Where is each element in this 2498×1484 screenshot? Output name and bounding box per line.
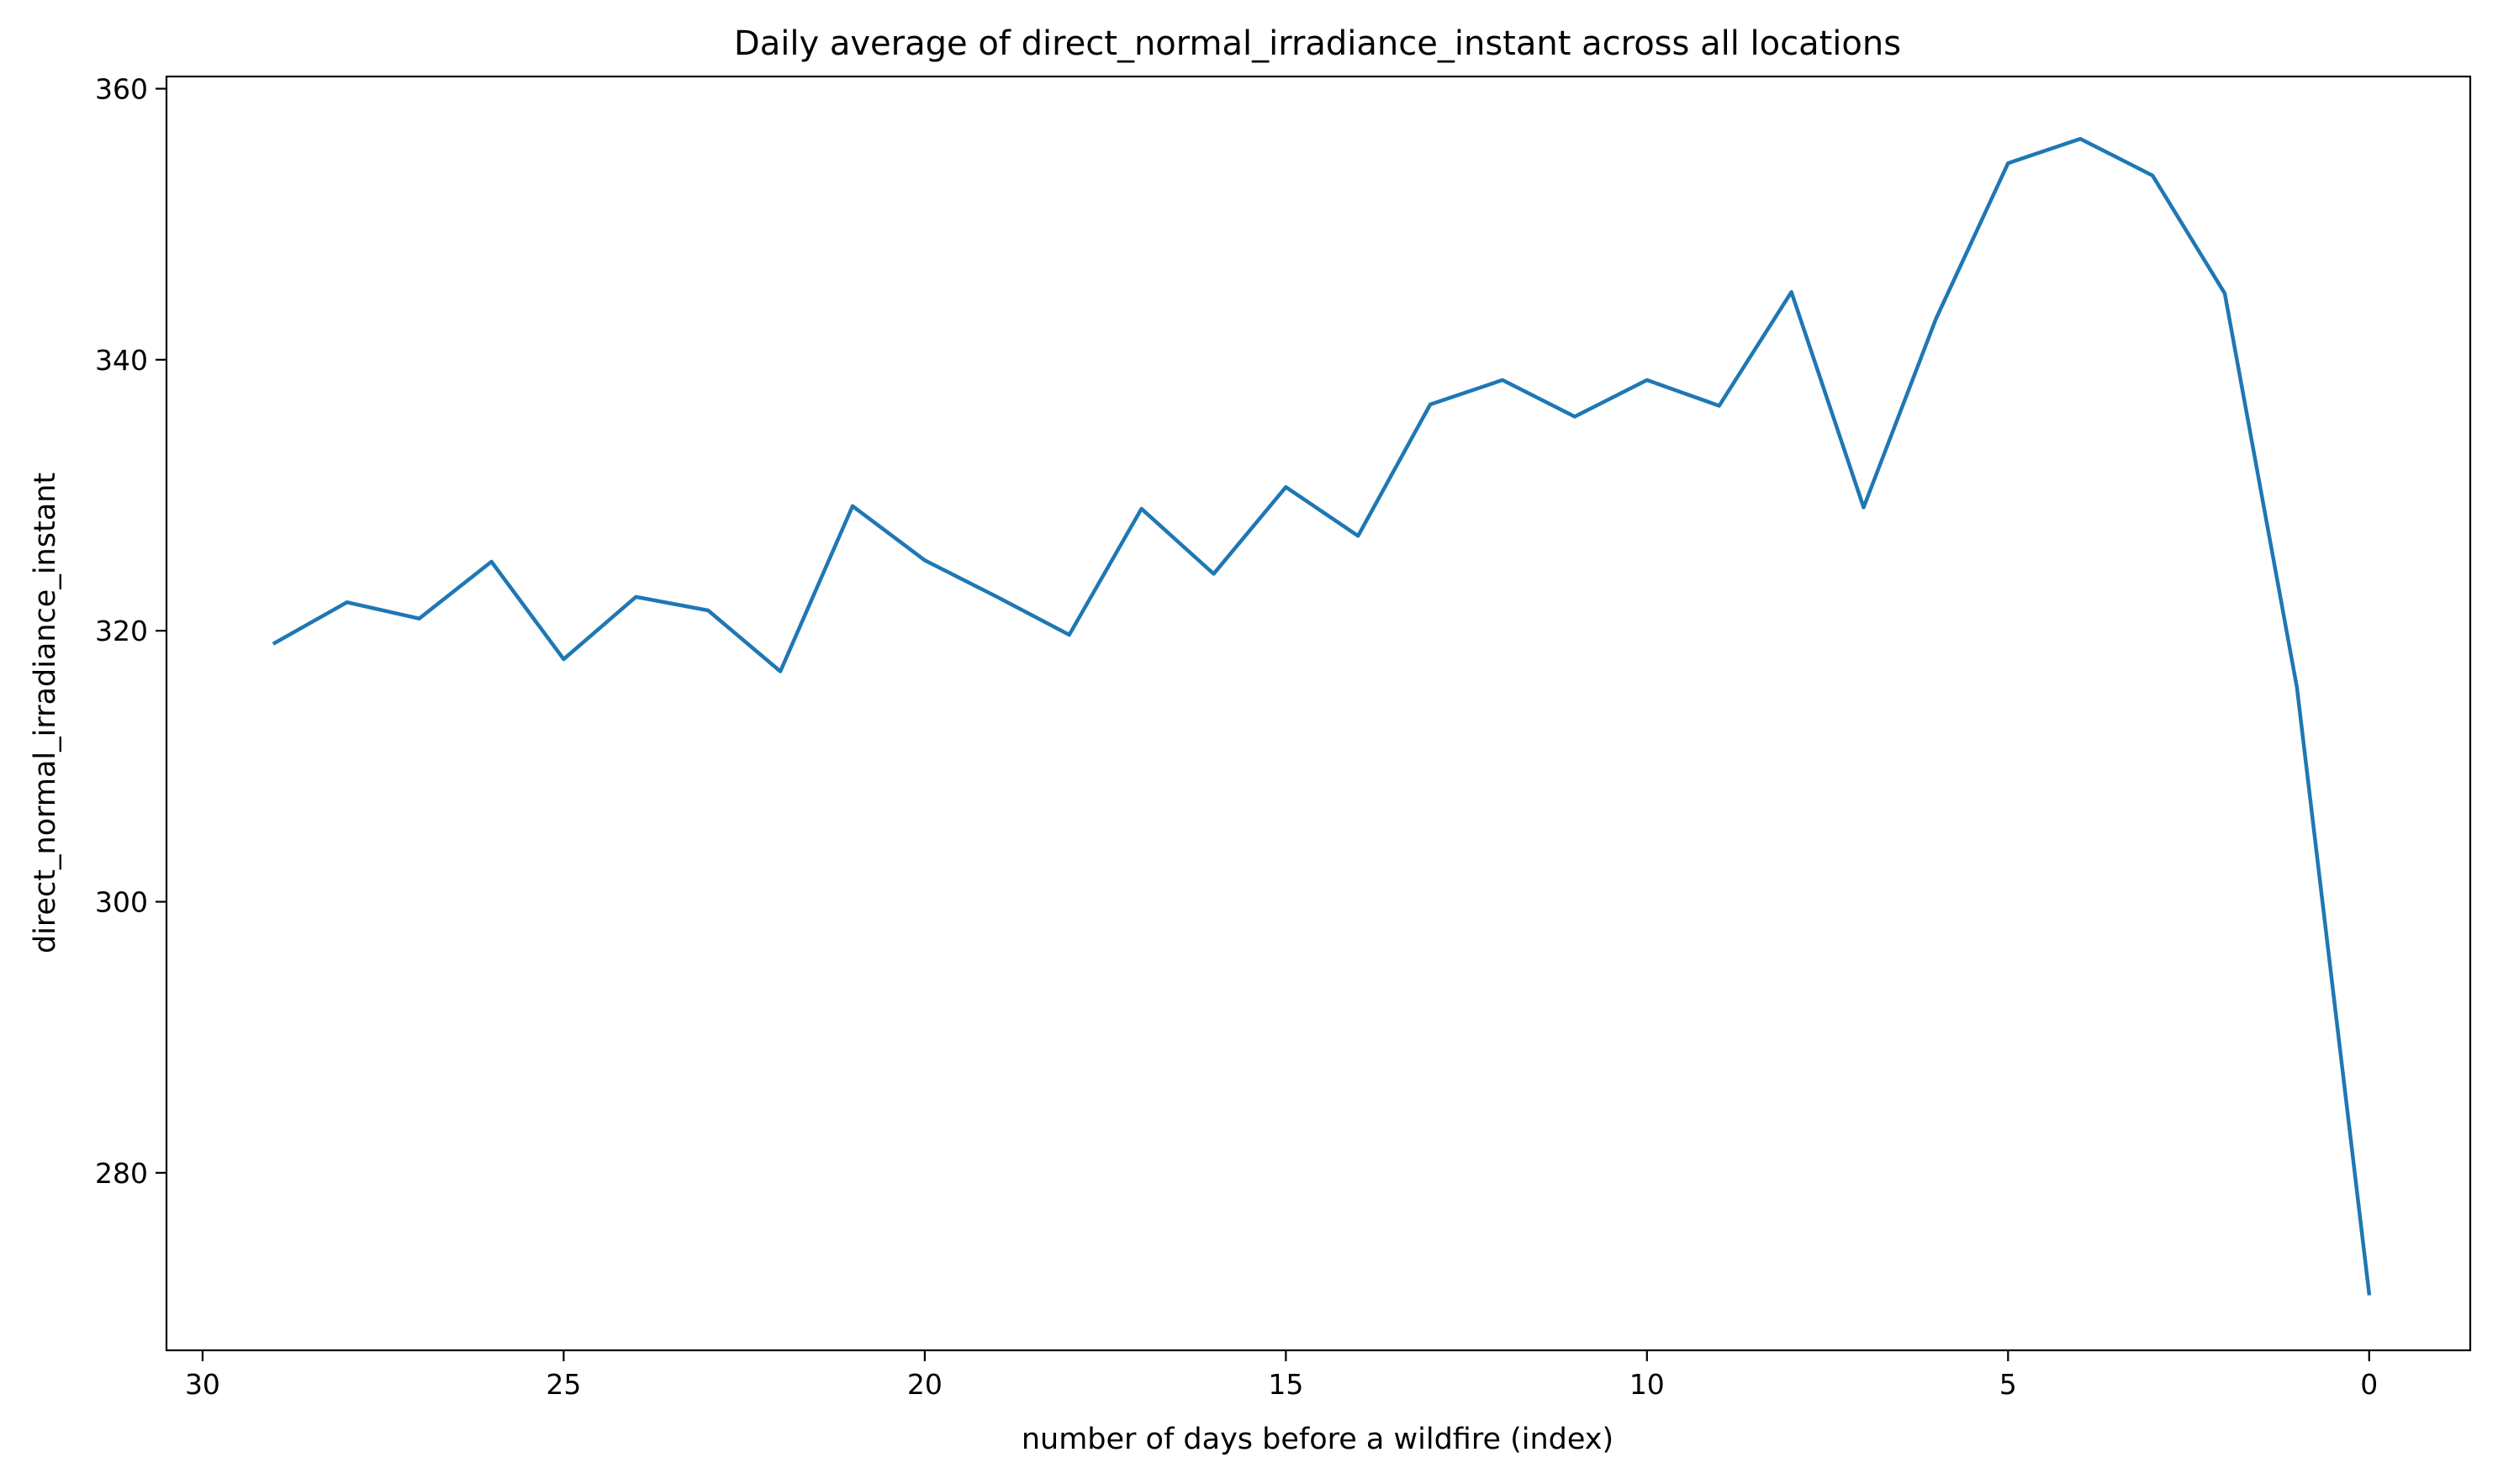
plot-area xyxy=(165,75,2472,1352)
x-tick-label: 15 xyxy=(1268,1368,1303,1401)
y-tick-label: 300 xyxy=(95,886,148,919)
y-tick-label: 280 xyxy=(95,1157,148,1190)
x-tick-label: 0 xyxy=(2360,1368,2378,1401)
x-tick-label: 10 xyxy=(1629,1368,1665,1401)
y-tick-label: 320 xyxy=(95,615,148,647)
series-line xyxy=(272,136,2372,1296)
x-axis: 30 25 20 15 10 5 0 xyxy=(185,1350,2378,1401)
y-axis-label: direct_normal_irradiance_instant xyxy=(29,473,62,953)
x-tick-label: 5 xyxy=(1999,1368,2017,1401)
plot-frame xyxy=(165,75,2472,1352)
x-tick-label: 25 xyxy=(546,1368,581,1401)
x-tick-label: 20 xyxy=(907,1368,943,1401)
series-layer xyxy=(272,136,2372,1296)
y-axis: 280 300 320 340 360 xyxy=(95,73,166,1190)
chart-title: Daily average of direct_normal_irradianc… xyxy=(734,24,1901,63)
y-tick-label: 360 xyxy=(95,73,148,106)
x-axis-label: number of days before a wildfire (index) xyxy=(1022,1423,1613,1456)
x-tick-label: 30 xyxy=(185,1368,220,1401)
y-tick-label: 340 xyxy=(95,344,148,377)
